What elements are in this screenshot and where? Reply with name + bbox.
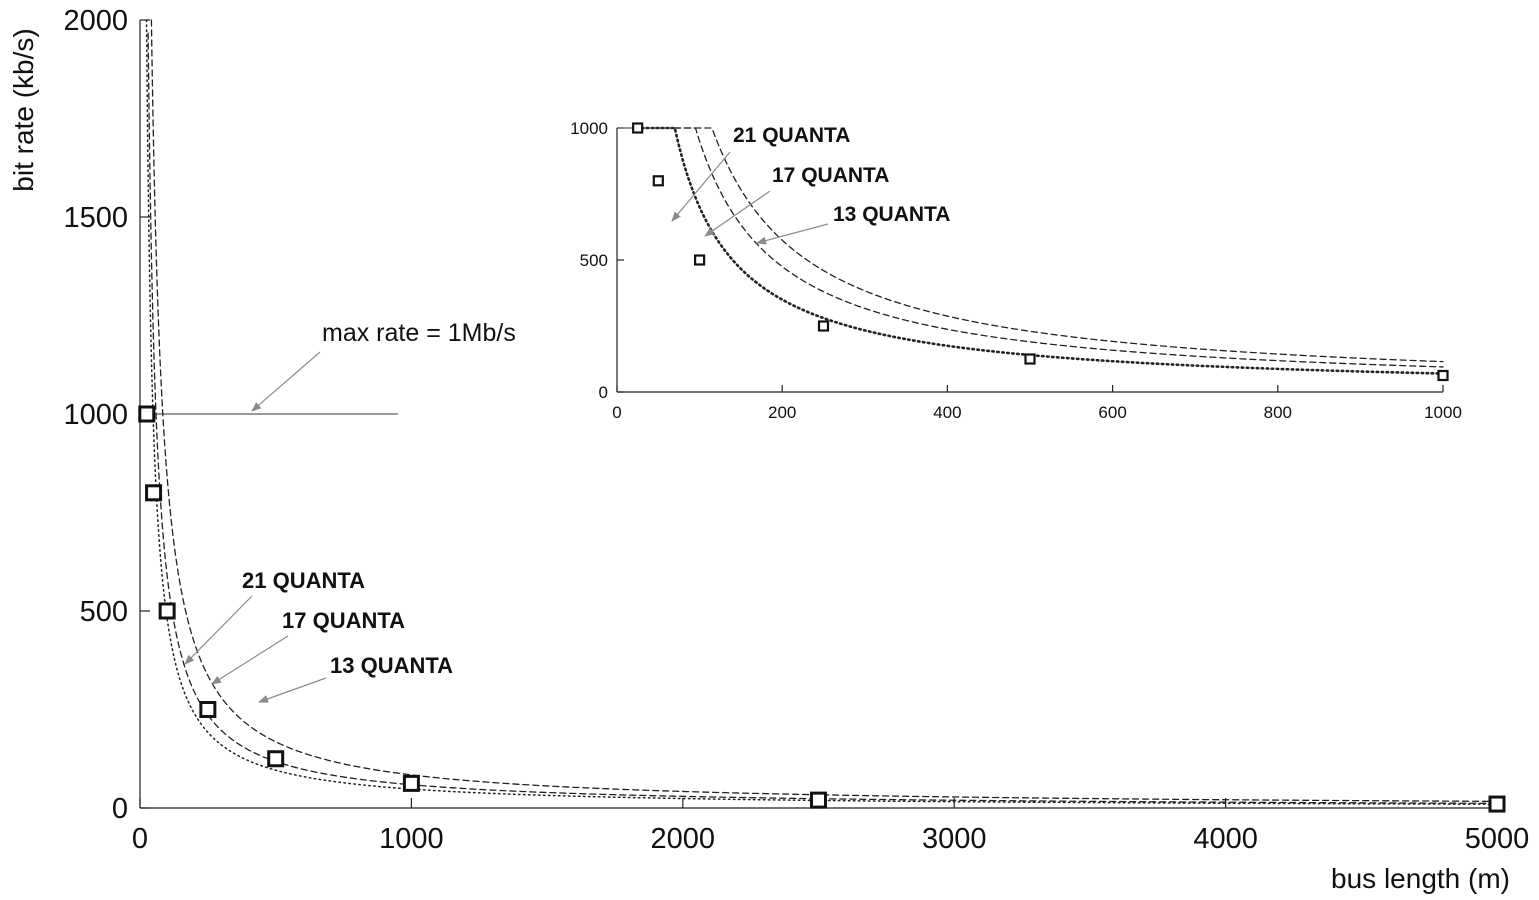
inset-plot: 0 200 400 600 800 1000 0 500 1000 21 QUANTA 17 … xyxy=(570,119,1462,422)
inset-markers xyxy=(632,122,1449,382)
inset-axes xyxy=(616,128,1443,393)
main-series-17-quanta xyxy=(147,32,1498,804)
inset-x-tick-label: 400 xyxy=(933,403,961,422)
inset-y-tick-label: 0 xyxy=(599,383,608,402)
inset-data-point xyxy=(632,122,644,134)
inset-series xyxy=(640,126,1445,375)
inset-x-ticks: 0 200 400 600 800 1000 xyxy=(612,385,1462,422)
inset-data-point xyxy=(652,175,664,187)
main-x-tick-label: 2000 xyxy=(651,823,716,855)
inset-data-point xyxy=(693,254,706,266)
inset-label-13-quanta: 13 QUANTA xyxy=(833,203,950,226)
main-data-point xyxy=(138,405,156,423)
inset-label-21-quanta: 21 QUANTA xyxy=(733,124,850,147)
inset-x-tick-label: 1000 xyxy=(1424,403,1462,422)
main-y-tick-label: 0 xyxy=(112,793,128,825)
main-data-point xyxy=(145,484,163,502)
inset-x-tick-label: 200 xyxy=(768,403,796,422)
main-x-tick-label: 1000 xyxy=(379,823,444,855)
inset-data-point xyxy=(817,320,830,332)
inset-y-ticks: 0 500 1000 xyxy=(570,119,624,402)
main-y-ticks: 0 500 1000 1500 2000 xyxy=(63,5,150,825)
main-data-point xyxy=(267,750,285,768)
inset-label-17-quanta: 17 QUANTA xyxy=(772,164,889,187)
main-label-21-quanta: 21 QUANTA xyxy=(242,568,365,593)
main-label-13-quanta: 13 QUANTA xyxy=(330,653,453,678)
main-data-point xyxy=(1488,795,1506,813)
main-data-point xyxy=(199,701,217,718)
main-label-17-quanta: 17 QUANTA xyxy=(282,608,405,633)
main-x-tick-label: 4000 xyxy=(1193,823,1258,855)
inset-arrow-13-quanta xyxy=(756,223,829,245)
inset-x-tick-label: 800 xyxy=(1264,403,1292,422)
main-data-point xyxy=(810,791,827,809)
main-max-rate-arrow xyxy=(251,351,321,412)
main-markers xyxy=(138,405,1506,813)
inset-arrow-21-quanta xyxy=(671,151,731,222)
main-arrow-13-quanta xyxy=(258,677,327,703)
main-data-point xyxy=(158,602,176,620)
main-series-13-quanta xyxy=(150,19,1498,803)
main-data-point xyxy=(402,774,420,792)
inset-x-tick-label: 600 xyxy=(1098,403,1126,422)
inset-series-17-quanta xyxy=(653,127,1444,368)
main-arrow-17-quanta xyxy=(211,635,289,685)
main-x-ticks: 0 1000 2000 3000 4000 5000 xyxy=(132,798,1529,855)
inset-data-point xyxy=(1024,353,1036,365)
inset-series-21-quanta xyxy=(640,126,1445,375)
inset-y-tick-label: 500 xyxy=(580,251,608,270)
main-y-tick-label: 500 xyxy=(80,596,128,628)
main-max-rate-label: max rate = 1Mb/s xyxy=(322,319,516,347)
main-y-axis-title: bit rate (kb/s) xyxy=(8,28,39,191)
main-x-axis-title: bus length (m) xyxy=(1331,863,1510,894)
main-y-tick-label: 1500 xyxy=(63,202,128,234)
main-x-tick-label: 3000 xyxy=(922,823,987,855)
inset-series-13-quanta xyxy=(674,127,1444,363)
inset-y-tick-label: 1000 xyxy=(570,119,608,138)
inset-x-tick-label: 0 xyxy=(612,403,621,422)
main-x-tick-label: 0 xyxy=(132,823,148,855)
main-arrow-21-quanta xyxy=(184,595,253,665)
main-x-tick-label: 5000 xyxy=(1465,823,1530,855)
main-y-tick-label: 2000 xyxy=(63,5,128,37)
main-y-tick-label: 1000 xyxy=(63,399,128,431)
inset-arrow-17-quanta xyxy=(704,190,771,237)
inset-data-point xyxy=(1437,369,1449,382)
